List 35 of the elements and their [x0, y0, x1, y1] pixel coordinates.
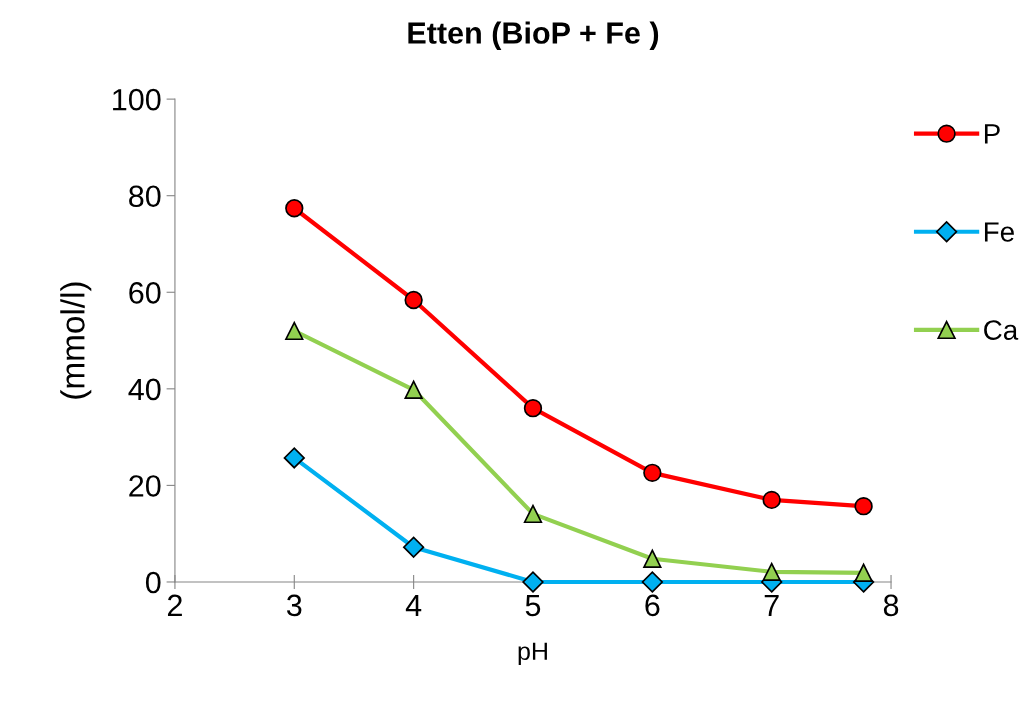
point — [854, 496, 873, 516]
y-tick-label: 40 — [128, 378, 161, 401]
point — [522, 571, 544, 593]
point — [641, 571, 663, 593]
point — [285, 321, 304, 341]
y-tick-label: 60 — [129, 282, 161, 304]
point — [523, 504, 543, 524]
chart-title: Etten (BioP + Fe ) — [408, 21, 659, 50]
x-tick-label: 4 — [405, 594, 422, 616]
x-tick-label: 5 — [525, 594, 541, 617]
point — [762, 562, 781, 582]
point — [285, 199, 304, 218]
legend-label: Fe — [984, 222, 1014, 242]
point — [762, 490, 781, 510]
legend-label: P — [984, 124, 1000, 144]
point — [643, 463, 662, 483]
legend-label: Ca — [984, 320, 1019, 340]
y-axis-title: (mmol/l) — [60, 282, 92, 399]
x-tick-label: 7 — [764, 594, 779, 616]
point — [643, 549, 662, 568]
x-tick-label: 2 — [167, 594, 182, 616]
point — [404, 380, 423, 399]
point — [854, 563, 873, 582]
y-tick-label: 100 — [113, 88, 161, 111]
x-tick-label: 8 — [883, 594, 899, 617]
y-tick-label: 0 — [145, 571, 161, 594]
point — [404, 290, 423, 310]
y-tick-label: 80 — [129, 185, 161, 208]
x-tick-label: 3 — [286, 594, 302, 617]
y-tick-label: 20 — [129, 475, 161, 497]
point — [283, 447, 305, 469]
point — [523, 398, 543, 418]
point — [402, 536, 425, 558]
x-tick-label: 6 — [645, 594, 660, 617]
x-axis-title: pH — [518, 642, 547, 666]
